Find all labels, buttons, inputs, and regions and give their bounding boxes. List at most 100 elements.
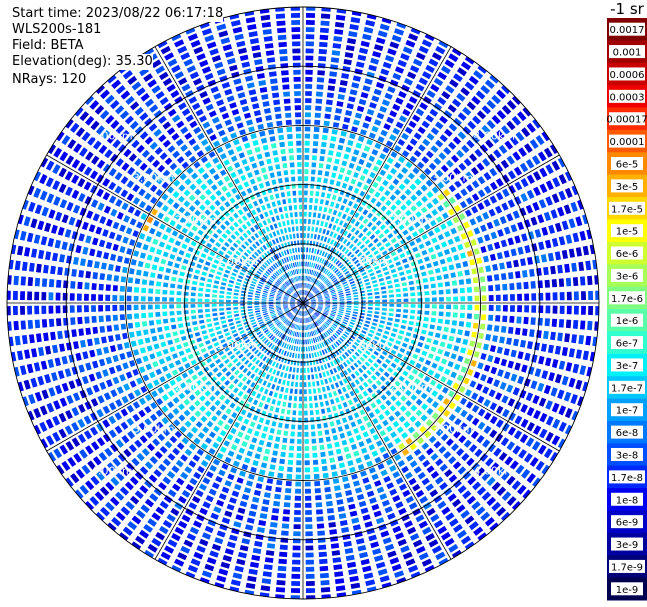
range-rings: [6, 6, 600, 600]
colorbar-tick-bg: [611, 336, 643, 350]
colorbar-tick-label: 0.001: [613, 48, 642, 59]
range-ring-label: 5.00km: [515, 506, 557, 519]
colorbar-tick-bg: [611, 537, 643, 551]
ppi-scan-plot: 1.00km 1.00km 1.00km 1.00km 2.00km 2.00km 2.00…: [6, 6, 600, 600]
colorbar-tick-bg: [609, 45, 645, 59]
colorbar-tick-bg: [611, 157, 643, 170]
elevation-label: Elevation(deg): 35.30: [12, 54, 153, 70]
colorbar-tick-label: 6e-5: [616, 160, 639, 171]
colorbar-tick-bg: [609, 380, 645, 394]
colorbar-tick-bg: [611, 582, 643, 596]
azimuth-spoke: [302, 302, 560, 452]
colorbar-tick-bg: [611, 179, 643, 193]
colorbar-tick-label: 3e-9: [616, 540, 639, 551]
colorbar: 0.0017 0.001 0.0006 0.0003 0.00017 0.0001 6e-5…: [607, 18, 647, 601]
colorbar-tick-label: 0.0017: [610, 25, 645, 36]
range-ring-label: 3.00km: [133, 171, 175, 184]
colorbar-tick-label: 1e-6: [616, 316, 639, 327]
range-ring-label: 5.00km: [49, 88, 91, 101]
colorbar-tick-label: 6e-9: [616, 518, 639, 529]
colorbar-tick-label: 1.7e-8: [611, 473, 643, 484]
colorbar-tick-bg: [609, 112, 645, 126]
range-ring-label: 2.00km: [175, 213, 217, 226]
colorbar-unit-label: -1 sr: [607, 0, 647, 18]
azimuth-spoke: [302, 302, 452, 560]
nrays-label: NRays: 120: [12, 72, 87, 88]
colorbar-tick-label: 3e-8: [616, 451, 639, 462]
colorbar-tick-bg: [611, 268, 643, 282]
colorbar-tick-label: 6e-6: [616, 249, 639, 260]
colorbar-tick-label: 0.00017: [607, 115, 647, 126]
colorbar-tick-bg: [609, 89, 645, 103]
field-label: Field: BETA: [12, 38, 84, 54]
colorbar-tick-label: 6e-7: [616, 339, 639, 350]
range-ring-label: 5.00km: [49, 506, 91, 519]
azimuth-spoke: [46, 302, 304, 452]
backscatter-cell-group: [119, 112, 491, 492]
range-ring-label: 1.00km: [348, 255, 390, 268]
azimuth-spoke: [154, 46, 304, 304]
colorbar-tick-bg: [611, 425, 643, 439]
colorbar-tick-bg: [611, 448, 643, 461]
range-ring-label: 3.00km: [432, 423, 474, 436]
range-ring: [124, 124, 482, 482]
colorbar-tick-label: 1.7e-5: [611, 204, 643, 215]
colorbar-tick-bg: [609, 22, 645, 36]
colorbar-tick-label: 1e-8: [616, 495, 639, 506]
colorbar-tick-label: 3e-7: [616, 361, 639, 372]
colorbar-tick-label: 0.0001: [610, 137, 645, 148]
azimuth-spoke: [302, 154, 560, 304]
range-ring-label: 1.00km: [348, 339, 390, 352]
colorbar-tick-label: 0.0003: [610, 92, 645, 103]
range-ring-label: 1.00km: [217, 255, 259, 268]
range-ring-label: 3.00km: [432, 171, 474, 184]
range-ring-label: 4.00km: [473, 464, 515, 477]
backscatter-cells: [7, 7, 600, 599]
range-ring: [243, 243, 363, 363]
colorbar-tick-bg: [611, 358, 643, 372]
range-ring-label: 4.00km: [91, 464, 133, 477]
colorbar-tick-bg: [609, 559, 645, 573]
range-ring-label: 5.00km: [515, 88, 557, 101]
start-time-label: Start time: 2023/08/22 06:17:18: [12, 6, 224, 22]
colorbar-tick-bg: [609, 201, 645, 215]
colorbar-tick-bg: [609, 134, 645, 148]
colorbar-tick-bg: [611, 313, 643, 327]
colorbar-tick-label: 1e-5: [616, 227, 639, 238]
azimuth-spoke: [302, 46, 452, 304]
colorbar-tick-label: 1.7e-9: [611, 562, 643, 573]
range-ring: [6, 6, 600, 600]
colorbar-tick-bg: [609, 291, 645, 305]
range-ring-label: 2.00km: [390, 381, 432, 394]
colorbar-tick-bg: [611, 403, 643, 417]
colorbar-tick-bg: [609, 470, 645, 484]
instrument-label: WLS200s-181: [12, 22, 102, 38]
range-ring-label: 4.00km: [91, 130, 133, 143]
colorbar-tick-label: 3e-5: [616, 182, 639, 193]
backscatter-cell-group: [146, 216, 154, 224]
range-ring-label: 1.00km: [217, 339, 259, 352]
azimuth-spoke: [154, 302, 304, 560]
azimuth-spokes: [7, 7, 599, 599]
range-ring: [65, 65, 541, 541]
colorbar-tick-label: 1.7e-7: [611, 383, 643, 394]
colorbar-tick-bg: [611, 246, 643, 260]
colorbar-tick-label: 1e-9: [616, 585, 639, 596]
azimuth-spoke: [46, 154, 304, 304]
range-ring-label: 2.00km: [175, 381, 217, 394]
colorbar-tick-label: 1e-7: [616, 406, 639, 417]
colorbar-tick-bg: [611, 224, 643, 238]
colorbar-tick-bg: [611, 515, 643, 529]
colorbar-tick-label: 1.7e-6: [611, 294, 643, 305]
range-ring-label: 3.00km: [133, 423, 175, 436]
range-ring: [184, 184, 422, 422]
colorbar-tick-label: 0.0006: [610, 70, 645, 81]
colorbar-tick-bg: [611, 492, 643, 506]
range-ring-label: 4.00km: [473, 130, 515, 143]
range-ring-labels: 1.00km 1.00km 1.00km 1.00km 2.00km 2.00km 2.00…: [49, 88, 557, 520]
range-ring-label: 2.00km: [390, 213, 432, 226]
backscatter-cell-group: [7, 9, 595, 599]
colorbar-tick-label: 3e-6: [616, 271, 639, 282]
colorbar-tick-bg: [609, 67, 645, 81]
colorbar-tick-label: 6e-8: [616, 428, 639, 439]
